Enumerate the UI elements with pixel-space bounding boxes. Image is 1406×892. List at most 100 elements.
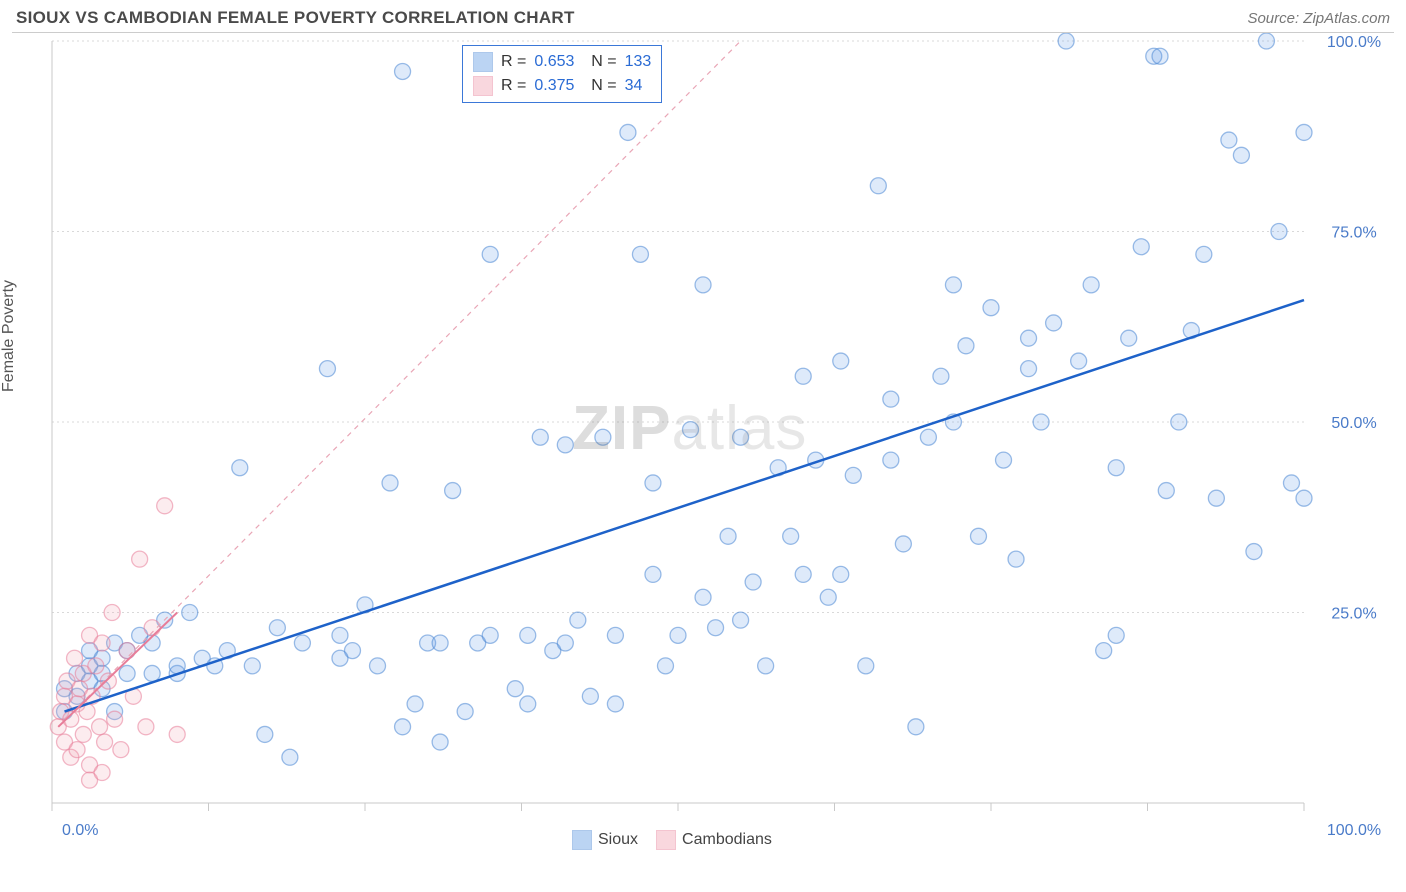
data-point: [332, 627, 348, 643]
data-point: [1258, 33, 1274, 49]
data-point: [119, 665, 135, 681]
data-point: [557, 635, 573, 651]
legend-stat-row: R = 0.653 N = 133: [473, 50, 651, 74]
data-point: [482, 246, 498, 262]
stat-n-value: 34: [625, 77, 643, 95]
data-point: [908, 719, 924, 735]
data-point: [97, 734, 113, 750]
data-point: [113, 742, 129, 758]
data-point: [970, 528, 986, 544]
data-point: [395, 719, 411, 735]
data-point: [733, 429, 749, 445]
x-tick-label-max: 100.0%: [1327, 822, 1381, 839]
data-point: [332, 650, 348, 666]
data-point: [883, 452, 899, 468]
data-point: [257, 726, 273, 742]
data-point: [595, 429, 611, 445]
stat-r-label: R =: [501, 77, 526, 95]
data-point: [75, 726, 91, 742]
data-point: [107, 711, 123, 727]
data-point: [695, 589, 711, 605]
data-point: [1046, 315, 1062, 331]
data-point: [1071, 353, 1087, 369]
data-point: [620, 124, 636, 140]
data-point: [582, 688, 598, 704]
chart-area: Female Poverty ZIPatlas 25.0%50.0%75.0%1…: [12, 32, 1394, 862]
data-point: [92, 719, 108, 735]
data-point: [1246, 544, 1262, 560]
data-point: [67, 650, 83, 666]
data-point: [933, 368, 949, 384]
data-point: [1008, 551, 1024, 567]
data-point: [132, 551, 148, 567]
legend-swatch: [572, 830, 592, 850]
data-point: [88, 658, 104, 674]
data-point: [294, 635, 310, 651]
data-point: [395, 63, 411, 79]
data-point: [683, 422, 699, 438]
data-point: [645, 566, 661, 582]
data-point: [1058, 33, 1074, 49]
data-point: [858, 658, 874, 674]
data-point: [720, 528, 736, 544]
data-point: [1296, 490, 1312, 506]
data-point: [244, 658, 260, 674]
stat-n-label: N =: [582, 77, 616, 95]
data-point: [833, 353, 849, 369]
data-point: [432, 635, 448, 651]
data-point: [269, 620, 285, 636]
data-point: [144, 665, 160, 681]
data-point: [783, 528, 799, 544]
legend-stat-row: R = 0.375 N = 34: [473, 74, 651, 98]
data-point: [570, 612, 586, 628]
data-point: [138, 719, 154, 735]
data-point: [507, 681, 523, 697]
data-point: [920, 429, 936, 445]
legend-swatch: [473, 52, 493, 72]
data-point: [169, 726, 185, 742]
data-point: [1083, 277, 1099, 293]
data-point: [745, 574, 761, 590]
stat-n-value: 133: [625, 53, 652, 71]
data-point: [457, 704, 473, 720]
legend-swatch: [656, 830, 676, 850]
data-point: [319, 361, 335, 377]
data-point: [382, 475, 398, 491]
data-point: [883, 391, 899, 407]
data-point: [833, 566, 849, 582]
data-point: [1271, 224, 1287, 240]
data-point: [733, 612, 749, 628]
data-point: [795, 566, 811, 582]
series-name: Sioux: [598, 831, 638, 849]
data-point: [520, 696, 536, 712]
data-point: [895, 536, 911, 552]
data-point: [69, 742, 85, 758]
data-point: [1021, 330, 1037, 346]
data-point: [945, 277, 961, 293]
series-name: Cambodians: [682, 831, 772, 849]
data-point: [232, 460, 248, 476]
data-point: [1296, 124, 1312, 140]
y-tick-label: 50.0%: [1331, 415, 1376, 432]
data-point: [607, 696, 623, 712]
data-point: [182, 605, 198, 621]
data-point: [1171, 414, 1187, 430]
data-point: [758, 658, 774, 674]
data-point: [157, 498, 173, 514]
stat-r-label: R =: [501, 53, 526, 71]
stat-r-value: 0.653: [534, 53, 574, 71]
data-point: [1221, 132, 1237, 148]
y-axis-label: Female Poverty: [0, 279, 18, 391]
y-tick-label: 75.0%: [1331, 225, 1376, 242]
data-point: [445, 483, 461, 499]
trend-line: [65, 300, 1304, 711]
data-point: [370, 658, 386, 674]
data-point: [845, 467, 861, 483]
data-point: [100, 673, 116, 689]
data-point: [958, 338, 974, 354]
data-point: [520, 627, 536, 643]
data-point: [607, 627, 623, 643]
data-point: [1152, 48, 1168, 64]
source-label: Source: ZipAtlas.com: [1247, 10, 1390, 27]
x-tick-label-min: 0.0%: [62, 822, 98, 839]
